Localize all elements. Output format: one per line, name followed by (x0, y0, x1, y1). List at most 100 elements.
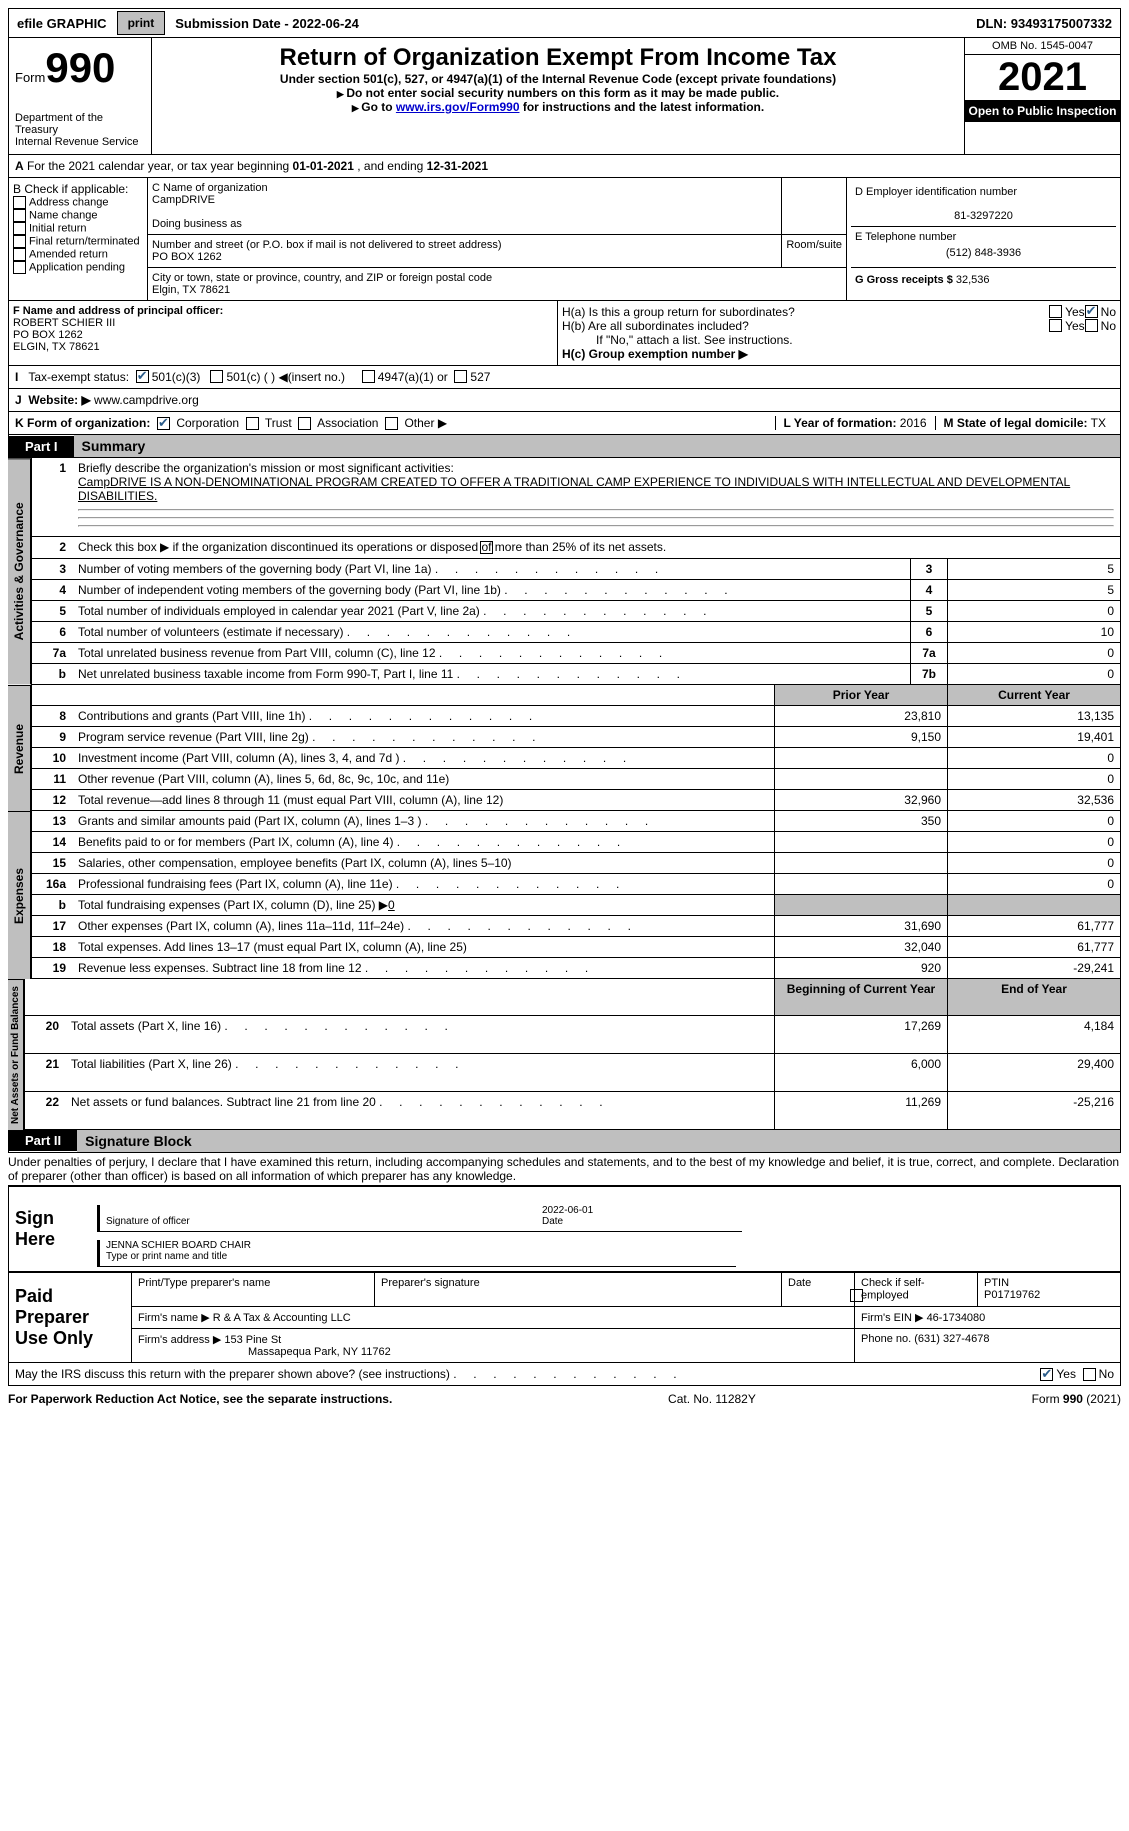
org-city: Elgin, TX 78621 (152, 284, 842, 296)
efile-label: efile GRAPHIC (9, 12, 115, 35)
section-a: A For the 2021 calendar year, or tax yea… (8, 155, 1121, 178)
gross-receipts: 32,536 (956, 274, 990, 286)
c17: 61,777 (948, 915, 1121, 936)
section-b: B Check if applicable: Address change Na… (9, 178, 148, 300)
website: www.campdrive.org (91, 393, 199, 407)
tab-activities-governance: Activities & Governance (8, 458, 31, 684)
checkbox-initial-return[interactable] (13, 222, 26, 235)
p22: 11,269 (775, 1091, 948, 1129)
form-number: 990 (45, 44, 115, 91)
section-c: C Name of organizationCampDRIVEDoing bus… (148, 178, 846, 300)
header-right: OMB No. 1545-0047 2021 Open to Public In… (965, 38, 1121, 155)
footer-left: For Paperwork Reduction Act Notice, see … (8, 1392, 392, 1406)
p19: 920 (775, 957, 948, 978)
checkbox-trust[interactable] (246, 417, 259, 430)
checkbox-discontinued[interactable] (480, 541, 493, 554)
checkbox-discuss-no[interactable] (1083, 1368, 1096, 1381)
c21: 29,400 (948, 1053, 1121, 1091)
val-7a: 0 (948, 642, 1121, 663)
checkbox-ha-yes[interactable] (1049, 305, 1062, 318)
checkbox-corporation[interactable] (157, 417, 170, 430)
org-name: CampDRIVE (152, 194, 777, 206)
treasury-label: Department of the Treasury (15, 112, 145, 136)
subtitle-1: Under section 501(c), 527, or 4947(a)(1)… (162, 72, 954, 86)
checkbox-amended-return[interactable] (13, 248, 26, 261)
p10 (775, 747, 948, 768)
tab-revenue: Revenue (8, 685, 31, 811)
top-bar: efile GRAPHIC print Submission Date - 20… (8, 8, 1121, 38)
org-address: PO BOX 1262 (152, 251, 777, 263)
header-left: Form990 Department of the Treasury Inter… (9, 38, 152, 155)
checkbox-hb-yes[interactable] (1049, 319, 1062, 332)
p9: 9,150 (775, 726, 948, 747)
open-inspection: Open to Public Inspection (965, 100, 1120, 122)
part-2-header: Part IISignature Block (8, 1130, 1121, 1153)
instructions-link[interactable]: www.irs.gov/Form990 (396, 100, 520, 114)
p8: 23,810 (775, 705, 948, 726)
p17: 31,690 (775, 915, 948, 936)
val-5: 0 (948, 600, 1121, 621)
checkbox-ha-no[interactable] (1085, 305, 1098, 318)
c14: 0 (948, 831, 1121, 852)
summary-governance-table: 1Briefly describe the organization's mis… (31, 458, 1121, 684)
part-1-header: Part ISummary (8, 435, 1121, 458)
summary-revenue-table: Prior YearCurrent Year 8Contributions an… (31, 685, 1121, 811)
tab-expenses: Expenses (8, 811, 31, 979)
checkbox-other[interactable] (385, 417, 398, 430)
ptin: P01719762 (984, 1289, 1040, 1301)
p18: 32,040 (775, 936, 948, 957)
perjury-declaration: Under penalties of perjury, I declare th… (8, 1153, 1121, 1186)
c22: -25,216 (948, 1091, 1121, 1129)
val-7b: 0 (948, 663, 1121, 684)
checkbox-name-change[interactable] (13, 209, 26, 222)
subtitle-2: Do not enter social security numbers on … (162, 86, 954, 100)
telephone: (512) 848-3936 (855, 243, 1112, 263)
year-formation: 2016 (900, 416, 927, 430)
firm-ein: 46-1734080 (927, 1312, 986, 1324)
checkbox-4947[interactable] (362, 370, 375, 383)
c9: 19,401 (948, 726, 1121, 747)
checkbox-501c[interactable] (210, 370, 223, 383)
checkbox-hb-no[interactable] (1085, 319, 1098, 332)
c16a: 0 (948, 873, 1121, 894)
checkbox-527[interactable] (454, 370, 467, 383)
checkbox-address-change[interactable] (13, 196, 26, 209)
irs-label: Internal Revenue Service (15, 136, 145, 148)
checkbox-501c3[interactable] (136, 370, 149, 383)
checkbox-association[interactable] (298, 417, 311, 430)
discuss-row: May the IRS discuss this return with the… (8, 1363, 1121, 1386)
checkbox-final-return[interactable] (13, 235, 26, 248)
officer-name: JENNA SCHIER BOARD CHAIRType or print na… (97, 1240, 736, 1267)
tab-net-assets: Net Assets or Fund Balances (8, 979, 24, 1130)
c8: 13,135 (948, 705, 1121, 726)
section-deg: D Employer identification number81-32972… (846, 178, 1120, 300)
dln: DLN: 93493175007332 (968, 12, 1120, 35)
checkbox-discuss-yes[interactable] (1040, 1368, 1053, 1381)
p20: 17,269 (775, 1016, 948, 1054)
section-h: H(a) Is this a group return for subordin… (558, 301, 1120, 365)
checkbox-self-employed[interactable] (850, 1289, 863, 1302)
paid-preparer-table: Paid Preparer Use Only Print/Type prepar… (8, 1272, 1121, 1363)
section-klm: K Form of organization: Corporation Trus… (8, 412, 1121, 435)
checkbox-application-pending[interactable] (13, 261, 26, 274)
ein: 81-3297220 (855, 210, 1112, 222)
summary-netassets-table: Beginning of Current YearEnd of Year 20T… (24, 979, 1121, 1130)
omb-number: OMB No. 1545-0047 (965, 38, 1120, 55)
p11 (775, 768, 948, 789)
p16a (775, 873, 948, 894)
summary-expenses-table: 13Grants and similar amounts paid (Part … (31, 811, 1121, 979)
print-button[interactable]: print (117, 11, 166, 35)
c19: -29,241 (948, 957, 1121, 978)
section-fh: F Name and address of principal officer:… (8, 301, 1121, 366)
sign-here-label: Sign Here (9, 1186, 92, 1271)
subtitle-3: Go to www.irs.gov/Form990 for instructio… (162, 100, 954, 114)
p15 (775, 852, 948, 873)
val-6: 10 (948, 621, 1121, 642)
form-title: Return of Organization Exempt From Incom… (162, 44, 954, 72)
signature-line[interactable]: Signature of officer (97, 1205, 536, 1232)
form-header: Form990 Department of the Treasury Inter… (8, 38, 1121, 155)
c18: 61,777 (948, 936, 1121, 957)
p14 (775, 831, 948, 852)
val-3: 5 (948, 558, 1121, 579)
c10: 0 (948, 747, 1121, 768)
